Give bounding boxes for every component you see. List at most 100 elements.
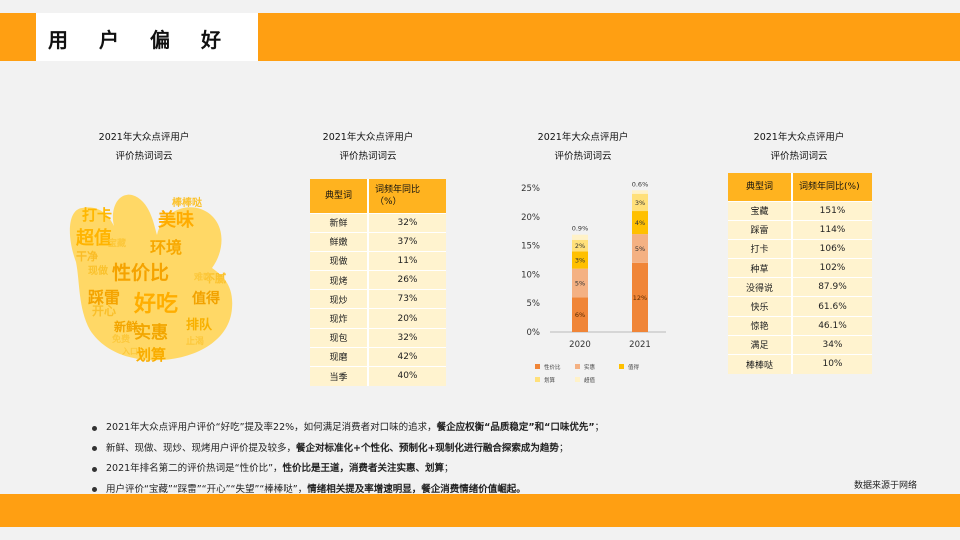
bullet-plain: 2021年大众点评用户评价“好吃”提及率22%，如何满足消费者对口味的追求， [106, 422, 437, 433]
table-row: 没得说 87.9% [728, 277, 872, 297]
table-row: 惊艳 46.1% [728, 315, 872, 336]
legend-label: 超值 [584, 376, 596, 384]
table-row: 打卡 106% [728, 238, 872, 259]
table-cell-word: 现做 [310, 250, 368, 271]
bullet-plain: 用户评价“宝藏”“踩雷”“开心”“失望”“棒棒哒”， [106, 483, 308, 495]
cloud-word: 免费 [112, 335, 131, 345]
table-row: 种草 102% [728, 258, 872, 278]
table-cell-yoy: 10% [791, 353, 872, 374]
table-cell-word: 宝藏 [728, 200, 792, 221]
y-tick-label: 20% [521, 213, 540, 223]
table-row: 当季 40% [310, 365, 446, 386]
table-cell-yoy: 61.6% [791, 296, 872, 317]
table-row: 现炸 20% [310, 308, 446, 329]
table1-panel-title: 2021年大众点评用户 评价热词词云 [268, 128, 468, 166]
table-cell-word: 棒棒哒 [728, 353, 792, 374]
table-cell-word: 现炸 [310, 308, 368, 329]
cloud-word: 实惠 [134, 323, 168, 343]
table-row: 宝藏 151% [728, 200, 872, 221]
cloud-word: 新鲜 [114, 320, 139, 334]
table2-title-line1: 2021年大众点评用户 [753, 132, 845, 143]
table-cell-word: 快乐 [728, 296, 792, 317]
table-cell-yoy: 42% [367, 346, 446, 367]
table-cell-yoy: 32% [367, 212, 446, 233]
table-header-word: 典型词 [310, 179, 368, 213]
cloud-word: 超值 [76, 228, 112, 249]
stacked-bar-chart: 0% 5% 10% 15% 20% 25% 6% 5% 3% 2% 0.9% 2020 12% 5% 4% 3… [521, 180, 666, 384]
bar-segment [572, 239, 588, 252]
bullet-plain: 2021年排名第二的评价热词是“性价比”， [106, 463, 283, 474]
cloud-word: 值得 [192, 291, 220, 307]
cloud-word: 好吃 [134, 292, 179, 317]
bar-data-label: 3% [635, 199, 645, 207]
table-row: 鲜嫩 37% [310, 231, 446, 252]
bullet-bold: 情绪相关提及率增速明显，餐企消费情绪价值崛起。 [307, 483, 526, 495]
cloud-word: 踩雷 [88, 288, 121, 307]
table-cell-yoy: 46.1% [791, 315, 872, 336]
y-tick-label: 25% [521, 184, 540, 194]
cloud-word: 难吃 [194, 273, 213, 283]
legend-swatch [535, 364, 540, 369]
cloud-word: 打卡 [82, 206, 113, 224]
bullet-item: 2021年排名第二的评价热词是“性价比”，性价比是王道，消费者关注实惠、划算； [92, 459, 604, 480]
bar-segment [572, 251, 588, 269]
table2-panel-title: 2021年大众点评用户 评价热词词云 [699, 128, 899, 166]
table-cell-yoy: 151% [791, 200, 872, 221]
y-tick-label: 0% [527, 328, 541, 338]
cloud-word: 不腻 [204, 272, 226, 285]
table-row: 满足 34% [728, 334, 872, 355]
table-row: 踩雷 114% [728, 219, 872, 240]
cloud-word: 开心 [92, 304, 117, 318]
cloud-word: 排队 [186, 318, 213, 333]
bar-segment [632, 262, 648, 332]
table-row: 棒棒哒 10% [728, 353, 872, 374]
y-tick-label: 5% [527, 299, 541, 309]
legend-label: 值得 [628, 363, 640, 371]
x-tick-label: 2021 [629, 340, 651, 350]
cloud-word: 性价比 [112, 262, 170, 284]
table-cell-word: 打卡 [728, 238, 792, 259]
table-row: 新鲜 32% [310, 212, 446, 233]
table-cell-word: 惊艳 [728, 315, 792, 336]
cloud-word: 宝藏 [108, 239, 127, 249]
bar-data-label: 12% [633, 294, 647, 302]
table-header-word: 典型词 [728, 173, 792, 201]
cloud-word: 止渴 [186, 337, 205, 347]
table-cell-yoy: 20% [367, 308, 446, 329]
cloud-bg-shape [69, 194, 233, 361]
table-cell-yoy: 106% [791, 238, 872, 259]
bar-segment [632, 190, 648, 194]
table-row: 现炒 73% [310, 289, 446, 309]
bullet-bold: 餐企应权衡“品质稳定”和“口味优先” [436, 422, 595, 433]
table-cell-yoy: 34% [791, 334, 872, 355]
table-cell-word: 没得说 [728, 277, 792, 297]
bar-segment [572, 268, 588, 298]
table-header-row: 典型词 词频年同比(%) [728, 173, 872, 201]
cloud-word: 现做 [88, 266, 108, 277]
cloud-panel-title: 2021年大众点评用户 评价热词词云 [44, 128, 244, 166]
table-cell-yoy: 40% [367, 365, 446, 386]
y-tick-label: 15% [521, 242, 540, 252]
table-cell-yoy: 114% [791, 219, 872, 240]
cloud-word: 美味 [158, 210, 194, 231]
chart-title-line1: 2021年大众点评用户 [537, 132, 629, 143]
table-cell-word: 种草 [728, 258, 792, 278]
bullet-item: 用户评价“宝藏”“踩雷”“开心”“失望”“棒棒哒”，情绪相关提及率增速明显，餐企… [92, 480, 604, 501]
bullet-list: 2021年大众点评用户评价“好吃”提及率22%，如何满足消费者对口味的追求，餐企… [92, 418, 604, 500]
bar-data-label: 5% [635, 245, 645, 253]
bar-data-label: 0.9% [572, 225, 589, 233]
table-cell-word: 现磨 [310, 346, 368, 367]
table-cell-yoy: 26% [367, 270, 446, 290]
table-header-yoy: 词频年同比(%) [791, 173, 872, 201]
legend-swatch [575, 364, 580, 369]
cloud-word: 环境 [150, 238, 183, 257]
table-row: 现做 11% [310, 250, 446, 271]
bullet-item: 新鲜、现做、现炒、现烤用户评价提及较多，餐企对标准化+个性化、预制化+现制化进行… [92, 439, 604, 460]
table-cell-yoy: 87.9% [791, 277, 872, 297]
table-cell-word: 新鲜 [310, 212, 368, 233]
bar-data-label: 3% [575, 257, 585, 265]
table1-title-line2: 评价热词词云 [339, 151, 397, 162]
table-row: 快乐 61.6% [728, 296, 872, 317]
cloud-title-line2: 评价热词词云 [115, 151, 173, 162]
bar-segment [572, 297, 588, 332]
